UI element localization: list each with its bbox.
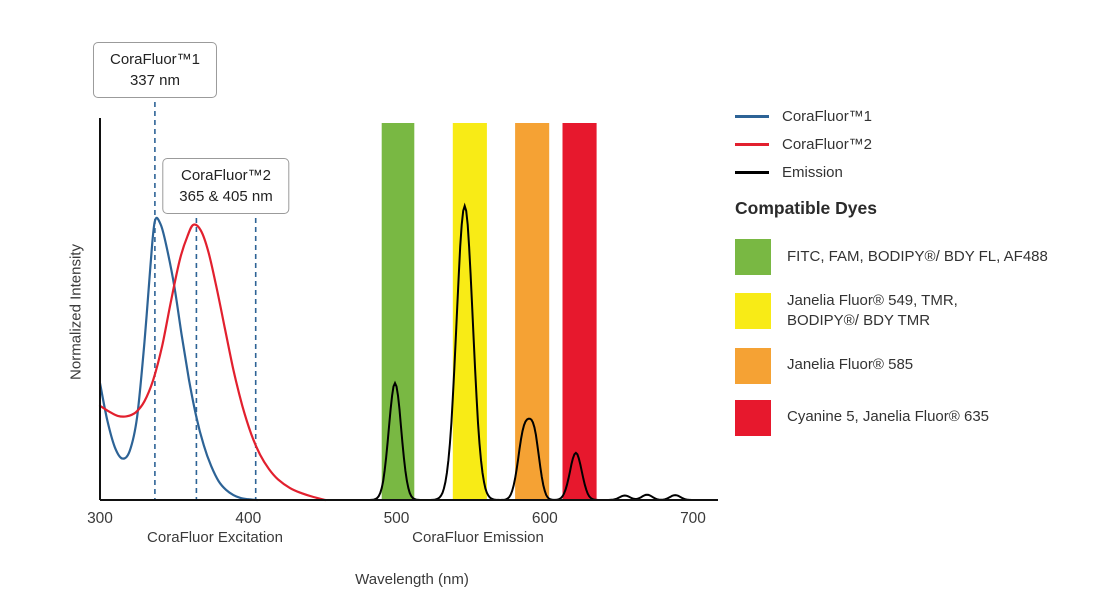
callout-corafluor1-excitation: CoraFluor™1 337 nm [92,42,218,98]
axis-section-label-emission: CoraFluor Emission [412,529,544,546]
chart-legend: CoraFluor™1 CoraFluor™2 Emission [735,102,872,186]
legend-line-swatch-red [735,142,769,146]
x-tick-label-600: 600 [532,510,558,527]
spectra-chart-canvas: 300 400 500 600 700 [87,84,718,527]
compatible-dyes-panel: Compatible Dyes FITC, FAM, BODIPY®/ BDY … [735,198,1105,452]
dye-band-jf549-tmr-bodipy-tmr [452,123,487,500]
excitation-curve-1 [98,216,259,502]
axis-section-label-excitation: CoraFluor Excitation [147,529,283,546]
callout-corafluor2-excitation: CoraFluor™2 365 & 405 nm [162,158,290,214]
legend-label: CoraFluor™2 [782,135,873,153]
x-tick-label-500: 500 [384,510,410,527]
dye-swatch-orange [735,347,771,384]
dye-item-green: FITC, FAM, BODIPY®/ BDY FL, AF488 [735,239,1105,275]
legend-item-emission: Emission [735,158,872,186]
excitation-curve-2 [98,223,327,502]
dye-label: Janelia Fluor® 549, TMR, BODIPY®/ BDY TM… [787,292,958,330]
dye-swatch-red [735,399,771,436]
dye-swatch-green [735,239,771,275]
x-tick-label-700: 700 [680,510,706,527]
x-axis-title: Wavelength (nm) [355,571,469,588]
dye-item-yellow: Janelia Fluor® 549, TMR, BODIPY®/ BDY TM… [735,291,1105,332]
x-tick-label-300: 300 [87,510,113,527]
x-tick-label-400: 400 [235,510,261,527]
dye-item-orange: Janelia Fluor® 585 [735,347,1105,384]
compatible-dyes-heading: Compatible Dyes [735,198,877,218]
legend-line-swatch-blue [735,114,769,118]
dye-label: Cyanine 5, Janelia Fluor® 635 [787,408,990,426]
legend-label: CoraFluor™1 [782,107,873,125]
legend-line-swatch-black [735,170,769,174]
dye-item-red: Cyanine 5, Janelia Fluor® 635 [735,399,1105,436]
callout-value: 337 nm [129,72,181,89]
dye-swatch-yellow [735,293,771,330]
legend-item-corafluor2: CoraFluor™2 [735,130,872,158]
y-axis-title: Normalized Intensity [67,244,85,380]
dye-band-cy5-jf635 [562,123,597,500]
dye-label: FITC, FAM, BODIPY®/ BDY FL, AF488 [787,247,1048,265]
callout-title: CoraFluor™1 [109,51,201,68]
callout-title: CoraFluor™2 [180,167,272,184]
legend-item-corafluor1: CoraFluor™1 [735,102,872,130]
legend-label: Emission [782,163,843,181]
callout-value: 365 & 405 nm [179,188,273,205]
dye-label: Janelia Fluor® 585 [787,356,914,374]
